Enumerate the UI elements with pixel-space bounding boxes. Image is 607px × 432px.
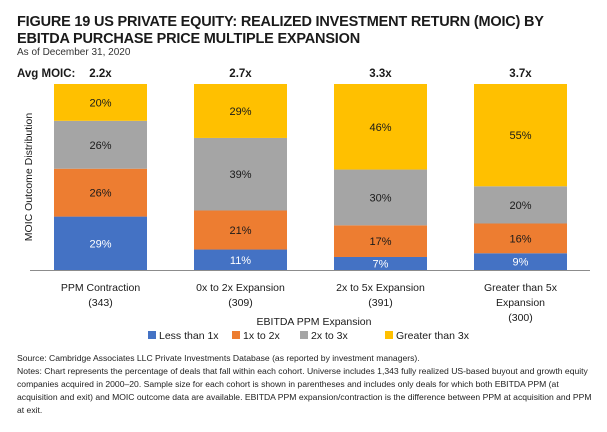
data-label: 11% [230,255,251,267]
bar-segment-greater-than-3x [334,84,427,170]
legend-swatch [148,331,156,339]
x-tick-label: Expansion [496,297,545,309]
bar-segment-2x-to-3x [334,169,427,226]
bar-segment-1x-to-2x [54,168,147,217]
y-axis-label: MOIC Outcome Distribution [23,113,35,242]
bar-segment-2x-to-3x [474,186,567,224]
data-label: 30% [369,192,391,204]
legend-label: Greater than 3x [396,330,470,342]
data-label: 7% [373,258,389,270]
x-tick-label: 2x to 5x Expansion [336,282,425,294]
data-label: 21% [229,225,251,237]
bar-segment-greater-than-3x [54,84,147,121]
data-label: 20% [89,97,111,109]
bar-segment-2x-to-3x [194,137,287,211]
legend: Less than 1x 1x to 2x 2x to 3x Greater than… [148,330,470,342]
avg-moic-label: Avg MOIC: [17,68,75,80]
data-label: 55% [509,130,531,142]
data-label: 9% [513,257,529,269]
data-label: 26% [89,188,111,200]
x-tick-label: PPM Contraction [61,282,141,294]
x-tick-labels: PPM Contraction (343) 0x to 2x Expansion (3… [61,282,558,324]
x-axis-label: EBITDA PPM Expansion [257,316,372,328]
bars-group: 29% 26% 26% 20% 2.2x 11% 21% 39% 29% 2.7x 7% 17% 30%… [54,68,567,270]
bar-segment-greater-than-3x [474,84,567,187]
source-note: Source: Cambridge Associates LLC Private… [17,353,420,363]
stacked-bar-chart: Avg MOIC: MOIC Outcome Distribution 29%2… [17,68,590,342]
bar-segment-greater-than-3x [194,84,287,138]
bar-segment-less-than-1x [334,256,427,270]
figure-notes: Source: Cambridge Associates LLC Private… [17,352,597,417]
bar-segment-less-than-1x [194,249,287,270]
x-tick-label: (309) [228,297,253,309]
data-label: 29% [229,106,251,118]
figure-title: FIGURE 19 US PRIVATE EQUITY: REALIZED IN… [17,14,544,47]
bar-segment-1x-to-2x [334,225,427,257]
bar-segment-2x-to-3x [54,120,147,169]
x-tick-label: Greater than 5x [484,282,558,294]
avg-moic-value: 2.2x [89,68,112,80]
legend-label: Less than 1x [159,330,219,342]
bar-segment-1x-to-2x [194,210,287,250]
data-label: 26% [89,140,111,152]
bar-segment-less-than-1x [54,216,147,270]
notes-text: Notes: Chart represents the percentage o… [17,366,592,415]
legend-swatch [232,331,240,339]
data-label: 17% [369,236,391,248]
x-tick-label: 0x to 2x Expansion [196,282,285,294]
avg-moic-value: 2.7x [229,68,252,80]
avg-moic-value: 3.3x [369,68,392,80]
x-tick-label: (300) [508,312,533,324]
data-label: 46% [369,122,391,134]
figure-subtitle: As of December 31, 2020 [17,47,131,58]
legend-label: 2x to 3x [311,330,349,342]
x-tick-label: (343) [88,297,113,309]
legend-label: 1x to 2x [243,330,281,342]
avg-moic-value: 3.7x [509,68,532,80]
data-label: 16% [509,233,531,245]
data-label: 39% [229,169,251,181]
bar-segment-1x-to-2x [474,223,567,254]
legend-swatch [300,331,308,339]
bar-segment-less-than-1x [474,253,567,270]
legend-swatch [385,331,393,339]
data-label: 29% [89,238,111,250]
data-label: 20% [509,200,531,212]
x-tick-label: (391) [368,297,393,309]
